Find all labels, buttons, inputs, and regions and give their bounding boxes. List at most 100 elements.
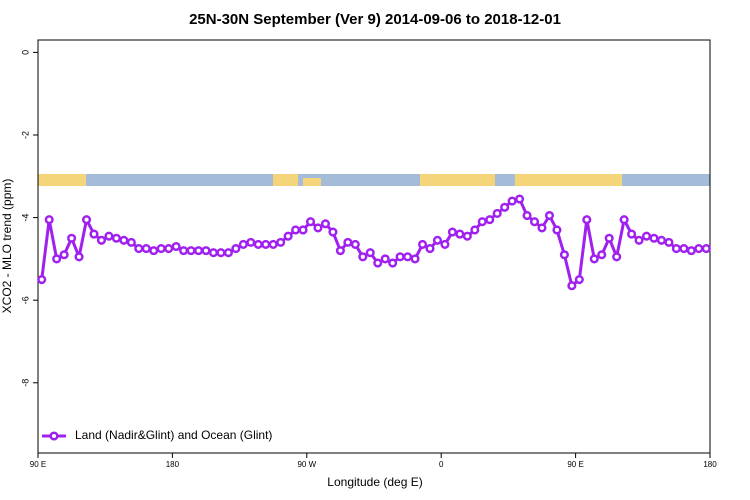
data-point (74, 252, 84, 262)
data-point (686, 246, 696, 256)
data-point (298, 225, 308, 235)
data-point (328, 227, 338, 237)
data-point (231, 244, 241, 254)
data-point (365, 248, 375, 258)
data-point (305, 217, 316, 227)
data-point (574, 274, 584, 285)
data-point (59, 250, 69, 260)
data-point (410, 254, 420, 264)
data-point (134, 244, 144, 254)
data-point (619, 215, 629, 225)
data-point (208, 248, 219, 258)
data-point (656, 235, 667, 245)
y-axis-label: XCO2 - MLO trend (ppm) (0, 179, 14, 314)
data-point (283, 231, 293, 241)
data-point (552, 225, 562, 235)
data-point (477, 217, 487, 227)
data-point (253, 239, 263, 249)
data-point (350, 239, 360, 249)
data-point (320, 219, 331, 229)
y-tick-label: -4 (20, 214, 30, 222)
data-point (634, 235, 644, 245)
data-point (164, 244, 174, 254)
data-point (201, 246, 211, 256)
data-point (126, 237, 136, 247)
y-tick-label: -6 (20, 296, 30, 304)
data-point (238, 239, 248, 249)
land-strip (515, 174, 622, 186)
land-strip (303, 178, 321, 186)
data-point (537, 223, 547, 233)
data-point (89, 229, 99, 239)
data-point (276, 237, 286, 247)
data-point (582, 215, 592, 225)
data-point (500, 202, 510, 212)
data-point (193, 246, 204, 256)
data-point (641, 231, 652, 241)
x-tick-label: 90 W (297, 460, 316, 469)
data-point (440, 239, 450, 249)
data-point (604, 233, 614, 243)
data-point (462, 231, 472, 241)
data-point (694, 244, 704, 254)
data-point (156, 244, 166, 254)
data-point (268, 239, 278, 249)
data-point (223, 248, 233, 258)
data-point (335, 246, 345, 256)
data-point (432, 235, 443, 245)
data-point (171, 241, 181, 252)
data-point (649, 233, 659, 243)
data-point (119, 235, 129, 245)
chart-title: 25N-30N September (Ver 9) 2014-09-06 to … (189, 11, 561, 28)
data-point (246, 237, 256, 247)
x-tick-label: 90 E (30, 460, 46, 469)
data-point (664, 237, 674, 247)
data-point (507, 196, 517, 206)
data-point (447, 227, 457, 237)
x-tick-label: 180 (166, 460, 180, 469)
data-point (470, 225, 480, 235)
land-strip (273, 174, 298, 186)
data-point (343, 237, 353, 247)
data-point (403, 252, 413, 262)
data-point (627, 229, 637, 239)
data-point (515, 194, 525, 204)
data-point (612, 252, 622, 262)
data-point (44, 215, 54, 225)
y-tick-label: 0 (20, 50, 30, 55)
data-point (380, 254, 390, 264)
data-point (395, 252, 405, 262)
data-point (425, 244, 435, 254)
data-point (358, 252, 368, 262)
data-point (141, 244, 151, 254)
data-point (216, 248, 226, 258)
y-tick-label: -2 (20, 131, 30, 139)
data-point (291, 225, 301, 235)
data-point (701, 244, 711, 254)
data-point (388, 258, 398, 268)
data-point (37, 274, 47, 285)
legend-marker (49, 431, 59, 441)
data-point (67, 233, 77, 243)
data-point (373, 258, 383, 268)
x-tick-label: 0 (439, 460, 444, 469)
series-line (40, 197, 707, 289)
data-point (597, 250, 607, 260)
data-point (671, 244, 681, 254)
data-point (567, 281, 577, 291)
data-point (417, 239, 428, 249)
y-tick-label: -8 (20, 379, 30, 387)
data-point (52, 254, 62, 264)
land-strip (38, 174, 86, 186)
data-point (544, 210, 555, 221)
data-point (186, 246, 196, 256)
land-strip (420, 174, 495, 186)
data-point (149, 246, 159, 256)
data-point (104, 231, 114, 241)
land-ocean-band (38, 174, 710, 186)
data-point (679, 244, 689, 254)
legend-label: Land (Nadir&Glint) and Ocean (Glint) (75, 428, 272, 442)
x-axis-label: Longitude (deg E) (327, 475, 422, 489)
data-point (261, 239, 271, 249)
